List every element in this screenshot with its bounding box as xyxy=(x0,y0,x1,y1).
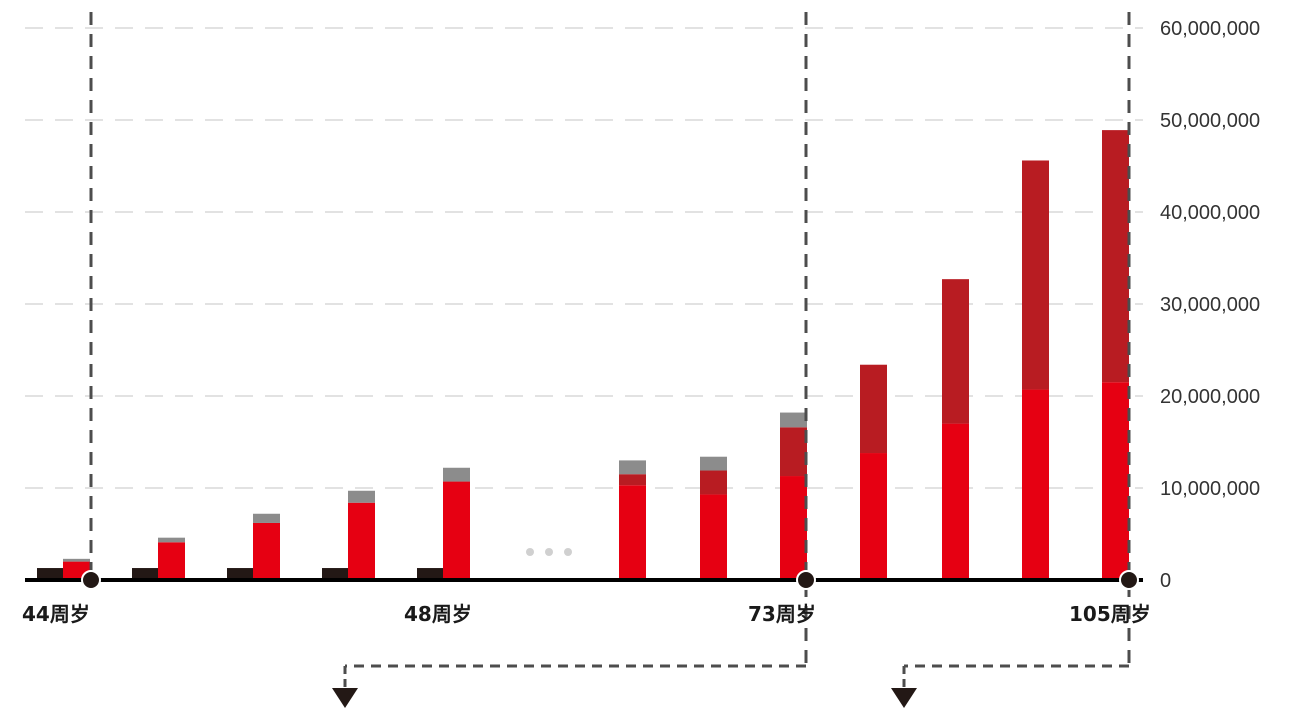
dashed-guides xyxy=(89,12,1131,708)
y-tick-labels: 0 10,000,000 20,000,000 30,000,000 40,000,00… xyxy=(1160,18,1260,592)
y-tick-label: 0 xyxy=(1160,570,1171,592)
bar-red xyxy=(348,502,375,580)
ellipsis: • • • xyxy=(526,0,572,556)
bar-dark-red xyxy=(1022,160,1049,390)
age-label-44: 44周岁 xyxy=(22,602,90,626)
bar-base-black xyxy=(132,568,158,580)
marker-dot-105 xyxy=(1119,570,1139,590)
y-tick-label: 50,000,000 xyxy=(1160,110,1260,132)
bar-base-black xyxy=(417,568,443,580)
arrow-down-icon xyxy=(332,688,358,708)
bar-red xyxy=(253,522,280,580)
bar-red xyxy=(700,494,727,580)
bar-gray xyxy=(619,460,646,475)
bar-red xyxy=(443,481,470,580)
bar-dark-red xyxy=(942,279,969,424)
bar-red xyxy=(619,485,646,580)
bar-gray xyxy=(700,456,727,471)
bar-dark-red xyxy=(619,474,646,486)
bar-gray xyxy=(63,558,90,562)
y-tick-label: 20,000,000 xyxy=(1160,386,1260,408)
bar-red xyxy=(780,476,807,580)
bar-red xyxy=(158,542,185,580)
age-label-73: 73周岁 xyxy=(748,602,816,626)
bars xyxy=(37,130,1129,580)
bar-gray xyxy=(443,467,470,482)
grid-lines xyxy=(25,27,1143,489)
bar-base-black xyxy=(227,568,253,580)
y-tick-label: 10,000,000 xyxy=(1160,478,1260,500)
bar-dark-red xyxy=(700,470,727,495)
ellipsis-dot xyxy=(545,548,553,556)
arrow-down-icon xyxy=(891,688,917,708)
age-labels: 44周岁 48周岁 73周岁 105周岁 xyxy=(22,602,1151,626)
bar-dark-red xyxy=(1102,130,1129,383)
y-tick-label: 60,000,000 xyxy=(1160,18,1260,40)
ellipsis-dot xyxy=(564,548,572,556)
bar-gray xyxy=(780,412,807,428)
bar-red xyxy=(1102,382,1129,580)
bar-gray xyxy=(158,537,185,543)
bar-red xyxy=(860,453,887,580)
ellipsis-text: • • • xyxy=(549,0,551,1)
age-label-105: 105周岁 xyxy=(1069,602,1151,626)
axis-markers xyxy=(81,570,1139,590)
bar-base-black xyxy=(37,568,63,580)
age-label-48: 48周岁 xyxy=(404,602,472,626)
y-tick-label: 40,000,000 xyxy=(1160,202,1260,224)
bar-red xyxy=(942,423,969,580)
bar-red xyxy=(1022,389,1049,580)
bar-gray xyxy=(253,513,280,523)
ellipsis-dot xyxy=(526,548,534,556)
bar-dark-red xyxy=(780,427,807,477)
bar-dark-red xyxy=(860,364,887,454)
bar-base-black xyxy=(322,568,348,580)
y-tick-label: 30,000,000 xyxy=(1160,294,1260,316)
marker-dot-73 xyxy=(796,570,816,590)
bar-gray xyxy=(348,490,375,503)
marker-dot-44 xyxy=(81,570,101,590)
